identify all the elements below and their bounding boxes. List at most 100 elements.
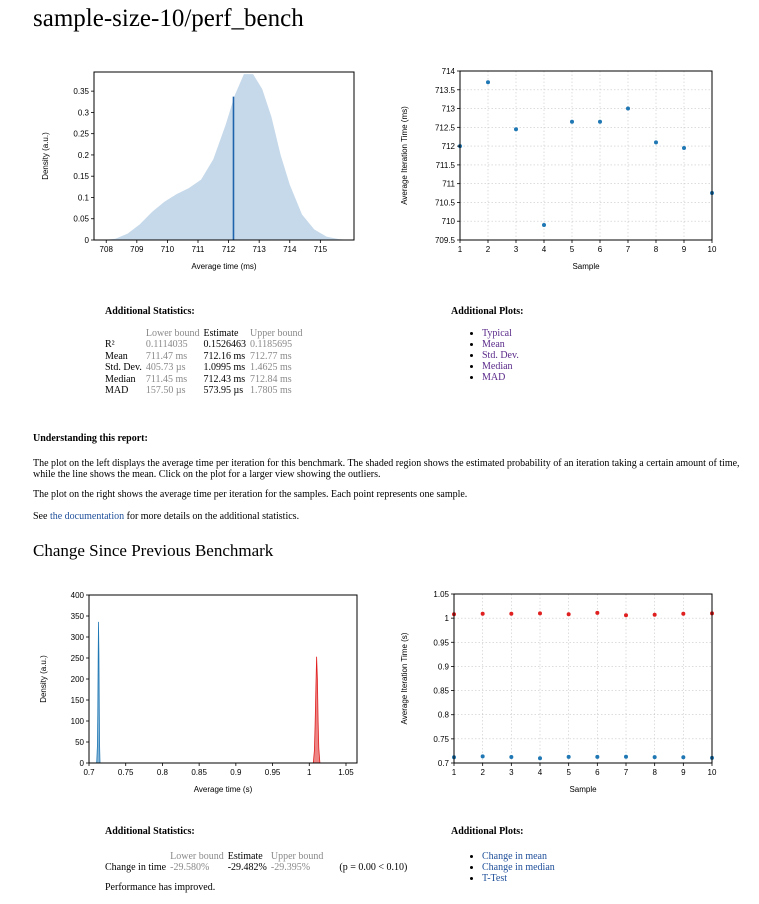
y-tick-label: 710.5 — [435, 198, 456, 207]
y-tick-label: 0.1 — [78, 193, 90, 202]
plot-link-std-dev[interactable]: Std. Dev. — [482, 350, 519, 361]
plot-link-item: Change in mean — [482, 851, 555, 862]
base-sample-point — [480, 611, 485, 616]
x-tick-label: 708 — [100, 245, 114, 254]
p-value: (p = 0.00 < 0.10) — [339, 862, 408, 873]
change-plots-list: Change in meanChange in medianT-Test — [464, 851, 555, 884]
x-tick-label: 2 — [486, 245, 491, 254]
additional-statistics-heading: Additional Statistics: — [105, 306, 195, 317]
sample-point — [682, 145, 686, 150]
plot-link-mean[interactable]: Mean — [482, 339, 505, 350]
y-tick-label: 711.5 — [436, 161, 456, 170]
y-tick-label: 0.15 — [73, 172, 89, 181]
x-tick-label: 1 — [458, 245, 463, 254]
stat-label: Mean — [105, 350, 128, 362]
x-tick-label: 8 — [654, 245, 659, 254]
x-tick-label: 3 — [509, 768, 514, 777]
stat-upper: 712.84 ms — [249, 373, 292, 385]
base-sample-point — [566, 612, 571, 617]
y-tick-label: 250 — [71, 654, 85, 663]
sample-point — [654, 140, 658, 145]
y-tick-label: 150 — [71, 696, 85, 705]
y-tick-label: 709.5 — [435, 236, 456, 245]
y-tick-label: 0.95 — [433, 638, 449, 647]
y-axis-label: Average Iteration Time (s) — [400, 632, 409, 724]
sample-point — [626, 106, 630, 111]
y-tick-label: 300 — [71, 633, 85, 642]
change-upper-bound-header: Upper bound — [270, 851, 324, 862]
sample-point — [598, 119, 602, 124]
x-tick-label: 8 — [652, 768, 657, 777]
stats-row: Std. Dev. 405.73 µs 1.0995 ms 1.4625 ms — [103, 362, 304, 374]
stat-upper: 1.7805 ms — [249, 385, 292, 396]
x-tick-label: 7 — [626, 245, 631, 254]
x-tick-label: 9 — [681, 768, 686, 777]
y-tick-label: 50 — [75, 738, 84, 747]
stat-upper: 1.4625 ms — [249, 362, 292, 373]
new-sample-point — [538, 756, 542, 761]
change-iteration-times-plot[interactable]: 1 2 3 4 5 6 7 8 9 10 0.7 0.75 0.8 0.85 0.9 0.95 1 1.05 Sam… — [390, 582, 759, 810]
upper-bound-header: Upper bound — [249, 328, 303, 339]
x-tick-label: 5 — [566, 768, 571, 777]
stats-row: MAD 157.50 µs 573.95 µs 1.7805 ms — [103, 385, 304, 397]
plot-link-change-in-median[interactable]: Change in median — [482, 862, 555, 873]
x-tick-label: 709 — [130, 245, 144, 254]
x-tick-label: 711 — [192, 245, 205, 254]
plot-link-item: Mean — [482, 339, 519, 350]
plot-link-change-in-mean[interactable]: Change in mean — [482, 851, 547, 862]
plot-link-median[interactable]: Median — [482, 361, 513, 372]
change-lower-bound: -29.580% — [170, 862, 210, 873]
x-tick-label: 9 — [682, 245, 687, 254]
change-statistics-table: Lower bound Estimate Upper bound Change … — [103, 851, 409, 874]
plot-frame — [453, 593, 713, 764]
y-tick-label: 0.05 — [73, 215, 89, 224]
x-tick-label: 0.95 — [265, 768, 281, 777]
x-tick-label: 0.85 — [191, 768, 207, 777]
iteration-times-plot[interactable]: 1 2 3 4 5 6 7 8 9 10 709.5 710 710.5 711 711.5 712 712.5… — [390, 60, 759, 290]
y-axis-label: Density (a.u.) — [41, 132, 50, 180]
new-sample-point — [566, 754, 571, 759]
x-tick-label: 4 — [538, 768, 543, 777]
x-tick-label: 715 — [314, 245, 328, 254]
change-estimate-header: Estimate — [227, 851, 263, 862]
y-tick-label: 0 — [85, 236, 90, 245]
plot-link-t-test[interactable]: T-Test — [482, 873, 508, 884]
change-lower-bound-header: Lower bound — [170, 851, 224, 862]
new-sample-point — [509, 755, 514, 760]
plot-frame — [93, 71, 355, 241]
stat-label: Median — [105, 373, 136, 385]
plot-link-mad[interactable]: MAD — [482, 372, 506, 383]
x-tick-label: 0.9 — [230, 768, 242, 777]
y-tick-label: 0.8 — [438, 711, 450, 720]
documentation-link[interactable]: the documentation — [49, 511, 125, 522]
change-plots-heading: Additional Plots: — [451, 826, 524, 837]
plot-link-item: MAD — [482, 372, 519, 383]
x-tick-label: 2 — [480, 768, 485, 777]
change-upper-bound: -29.395% — [270, 862, 311, 873]
plot-link-item: Change in median — [482, 862, 555, 873]
new-sample-point — [681, 755, 686, 760]
understanding-heading: Understanding this report: — [33, 433, 148, 444]
stat-estimate: 573.95 µs — [203, 385, 244, 396]
understanding-paragraph-2: The plot on the right shows the average … — [33, 489, 468, 500]
y-tick-label: 0.9 — [438, 662, 450, 671]
x-tick-label: 6 — [598, 245, 603, 254]
pdf-plot[interactable]: 708 709 710 711 712 713 714 715 0 0.05 0.1 0.15 0.2 0… — [0, 50, 370, 290]
stats-row: Median 711.45 ms 712.43 ms 712.84 ms — [103, 374, 304, 386]
y-tick-label: 711 — [442, 180, 455, 189]
x-axis-label: Average time (ms) — [191, 262, 257, 271]
y-tick-label: 0.7 — [438, 759, 450, 768]
x-tick-label: 10 — [708, 768, 717, 777]
y-tick-label: 350 — [71, 612, 85, 621]
plot-link-typical[interactable]: Typical — [482, 328, 512, 339]
sample-point — [570, 119, 574, 124]
y-tick-label: 0.25 — [73, 130, 89, 139]
additional-plots-list: TypicalMeanStd. Dev.MedianMAD — [464, 328, 519, 383]
change-pdf-plot[interactable]: 0.7 0.75 0.8 0.85 0.9 0.95 1 1.05 0 50 100 150 200 25… — [0, 580, 370, 810]
x-tick-label: 10 — [708, 245, 717, 254]
y-tick-label: 200 — [71, 675, 85, 684]
x-tick-label: 1.05 — [338, 768, 354, 777]
base-sample-point — [652, 612, 657, 617]
stat-lower: 0.1114035 — [145, 339, 188, 350]
y-tick-label: 1 — [445, 614, 450, 623]
